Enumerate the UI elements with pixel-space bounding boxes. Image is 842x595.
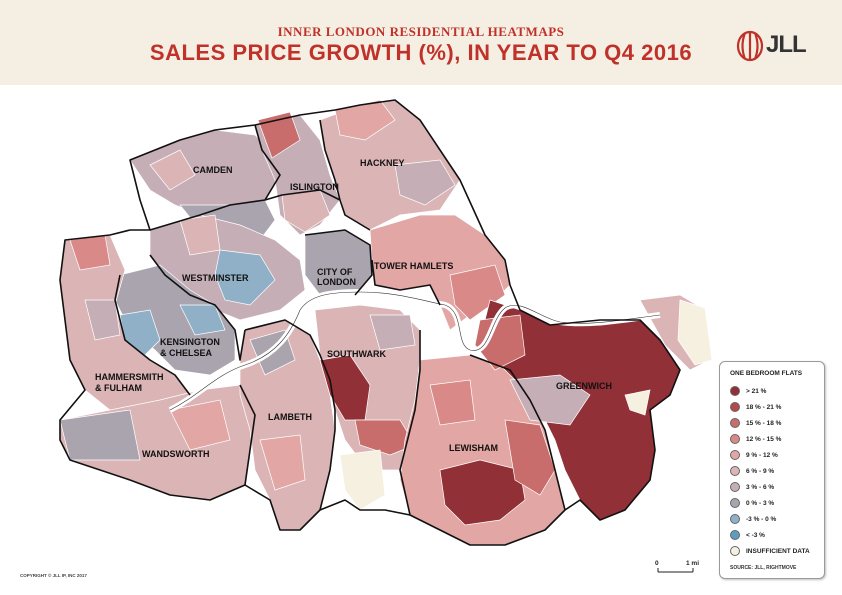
legend-item: 15 % - 18 % <box>730 417 781 429</box>
legend-label: -3 % - 0 % <box>746 515 777 523</box>
legend-label: 6 % - 9 % <box>746 467 775 475</box>
legend-item: -3 % - 0 % <box>730 513 776 525</box>
area-islington-b <box>257 111 301 159</box>
area-southwark-e <box>369 314 416 351</box>
area-hackney-c <box>394 159 456 206</box>
area-towerhamlets-b <box>449 264 506 321</box>
area-camden-c <box>149 149 196 191</box>
label-westminster: WESTMINSTER <box>182 273 249 283</box>
legend-label: INSUFFICIENT DATA <box>746 547 810 555</box>
area-lewisham-d <box>429 379 476 426</box>
area-southwark-d <box>339 449 386 511</box>
area-greenwich-f <box>624 389 651 416</box>
scale-start: 0 <box>655 560 659 567</box>
map-areas <box>59 99 713 546</box>
legend-swatch <box>730 482 740 492</box>
legend-swatch <box>730 386 740 396</box>
legend-label: 18 % - 21 % <box>746 403 782 411</box>
area-greenwich-c <box>474 314 526 371</box>
legend-swatch <box>730 498 740 508</box>
label-hammersmith-line1: HAMMERSMITH <box>95 372 164 382</box>
label-kensington-line1: KENSINGTON <box>160 337 220 347</box>
legend-label: 15 % - 18 % <box>746 419 782 427</box>
legend-label: 12 % - 15 % <box>746 435 782 443</box>
copyright: COPYRIGHT © JLL IP, INC 2017 <box>20 573 87 578</box>
inner-london-map: CAMDEN ISLINGTON HACKNEY WESTMINSTER CIT… <box>59 99 713 573</box>
label-tower-hamlets: TOWER HAMLETS <box>374 261 453 271</box>
area-wandsworth-b <box>59 409 141 461</box>
legend-swatch <box>730 546 740 556</box>
label-hackney: HACKNEY <box>360 158 405 168</box>
label-kensington-line2: & CHELSEA <box>160 348 213 358</box>
legend-item: 3 % - 6 % <box>730 481 774 493</box>
area-lambeth-c <box>259 434 306 491</box>
legend-item: 9 % - 12 % <box>730 449 778 461</box>
label-camden: CAMDEN <box>193 165 233 175</box>
area-lewisham-c <box>504 419 556 496</box>
legend-swatch <box>730 466 740 476</box>
label-southwark: SOUTHWARK <box>327 349 386 359</box>
area-wandsworth-c <box>169 399 231 451</box>
scale-end: 1 mi <box>686 560 699 567</box>
jll-logo-icon <box>736 30 764 62</box>
label-lambeth: LAMBETH <box>268 412 312 422</box>
legend-label: 9 % - 12 % <box>746 451 778 459</box>
legend-item: INSUFFICIENT DATA <box>730 545 810 557</box>
legend-title: ONE BEDROOM FLATS <box>730 370 803 377</box>
legend-label: 0 % - 3 % <box>746 499 775 507</box>
area-hammersmith-c <box>84 299 121 341</box>
legend-source: SOURCE: JLL, RIGHTMOVE <box>730 565 797 571</box>
area-greenwich-e <box>677 299 713 366</box>
legend-item: 6 % - 9 % <box>730 465 774 477</box>
scale-bar: 0 1 mi <box>655 560 699 573</box>
label-city-line2: LONDON <box>317 277 356 287</box>
jll-logo: JLL <box>736 30 828 62</box>
area-westminster-c <box>179 214 221 256</box>
legend-label: > 21 % <box>746 387 767 395</box>
legend-label: < -3 % <box>746 531 765 539</box>
legend-item: 12 % - 15 % <box>730 433 781 445</box>
map-subtitle: INNER LONDON RESIDENTIAL HEATMAPS <box>277 24 565 39</box>
borough-labels: CAMDEN ISLINGTON HACKNEY WESTMINSTER CIT… <box>95 158 612 459</box>
label-greenwich: GREENWICH <box>556 381 612 391</box>
legend-swatch <box>730 530 740 540</box>
area-hackney-b <box>334 99 396 141</box>
legend-item: > 21 % <box>730 385 766 397</box>
legend-swatch <box>730 402 740 412</box>
label-hammersmith-line2: & FULHAM <box>95 383 142 393</box>
area-kensington-c <box>179 304 226 336</box>
label-wandsworth: WANDSWORTH <box>142 449 210 459</box>
legend-item: 18 % - 21 % <box>730 401 781 413</box>
label-islington: ISLINGTON <box>290 182 339 192</box>
area-lewisham-b <box>439 459 526 526</box>
area-southwark-c <box>354 419 416 456</box>
legend-swatch <box>730 450 740 460</box>
borough-boundaries <box>59 99 681 546</box>
legend-swatch <box>730 514 740 524</box>
legend-item: < -3 % <box>730 529 765 541</box>
map-title: SALES PRICE GROWTH (%), IN YEAR TO Q4 20… <box>149 40 693 65</box>
river-thames-edge <box>169 291 661 411</box>
logo-text: JLL <box>766 31 807 58</box>
area-greenwich-b <box>509 374 591 426</box>
map-legend: ONE BEDROOM FLATS > 21 % 18 % - 21 % 15 % … <box>719 361 825 579</box>
legend-item: 0 % - 3 % <box>730 497 774 509</box>
area-westminster-b <box>214 249 276 306</box>
legend-swatch <box>730 434 740 444</box>
header-banner: INNER LONDON RESIDENTIAL HEATMAPS SALES … <box>0 0 842 85</box>
label-city-line1: CITY OF <box>317 267 353 277</box>
legend-swatch <box>730 418 740 428</box>
label-lewisham: LEWISHAM <box>449 443 498 453</box>
legend-label: 3 % - 6 % <box>746 483 775 491</box>
area-islington-c <box>281 189 331 233</box>
